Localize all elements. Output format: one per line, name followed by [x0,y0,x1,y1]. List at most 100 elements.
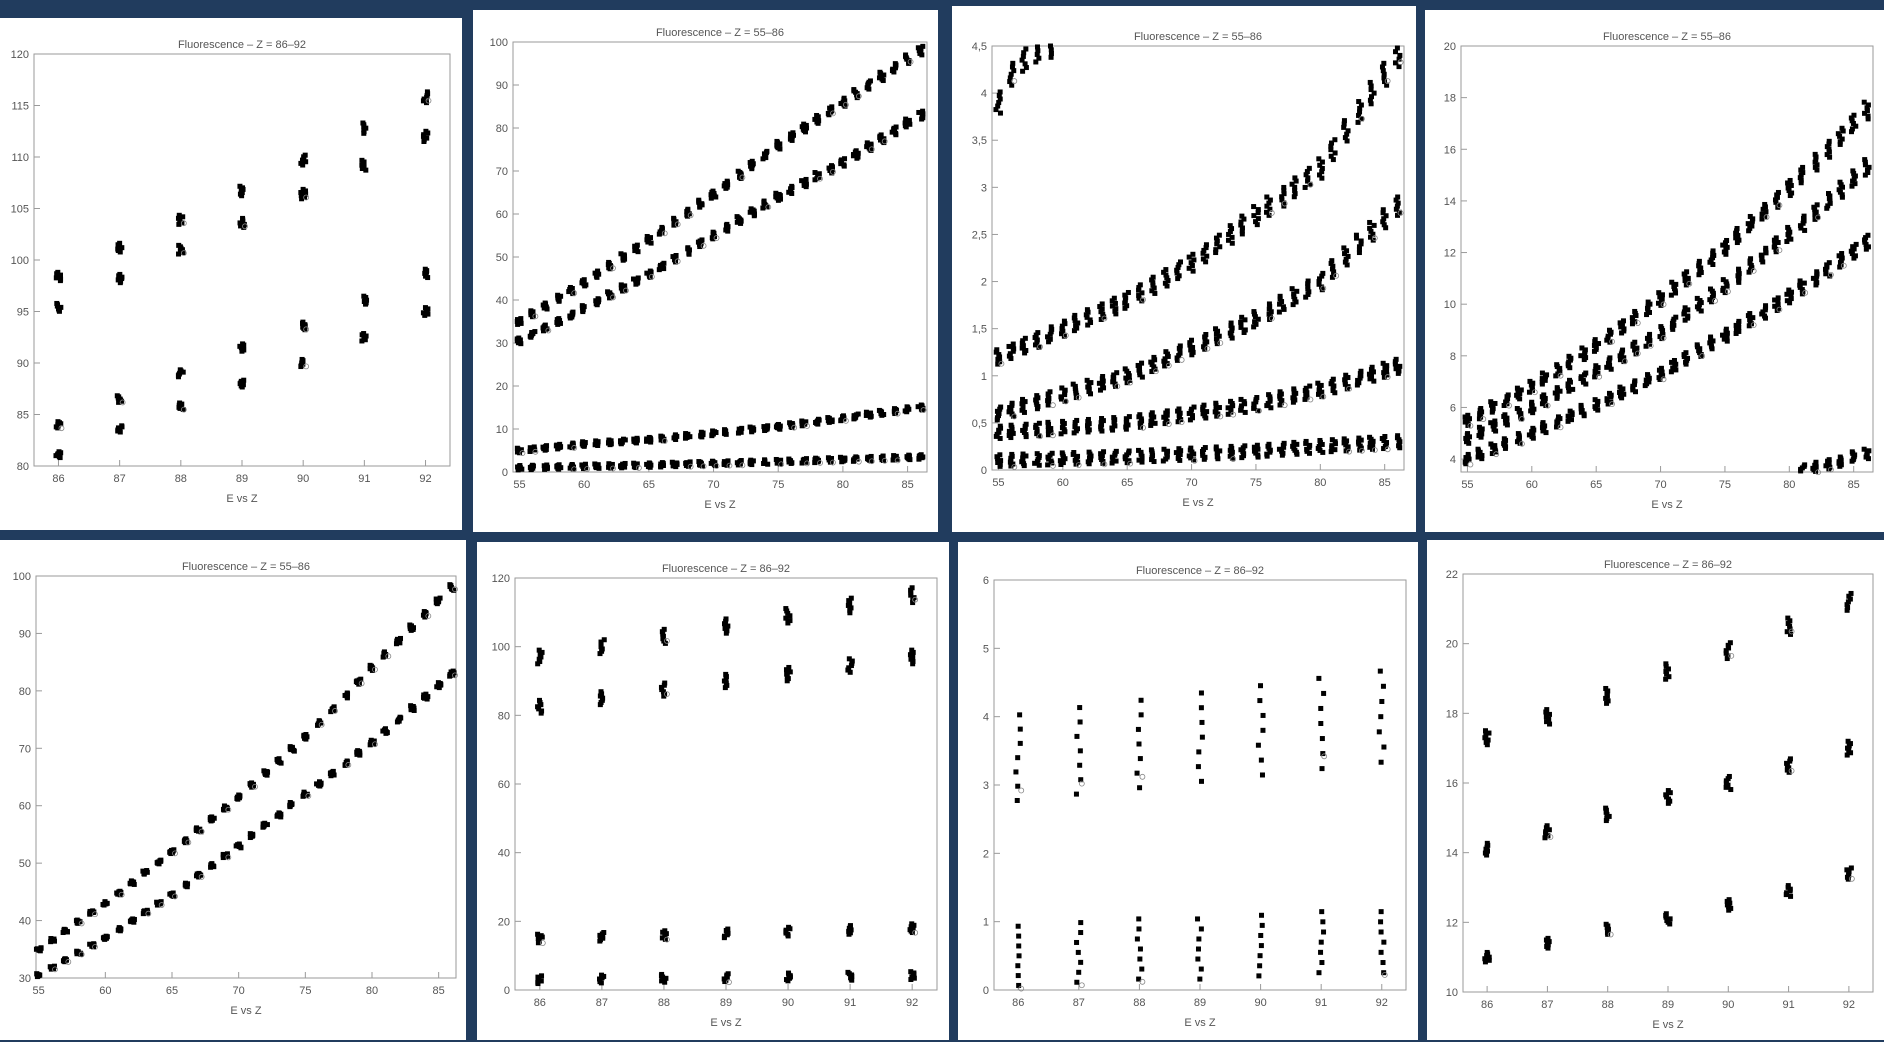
data-point [579,303,585,309]
x-tick-label: 92 [906,997,918,1009]
x-tick-label: 91 [1782,999,1794,1011]
data-point [1196,936,1202,942]
data-point-hollow [1634,320,1641,326]
data-point [1685,275,1691,281]
data-point [1196,749,1202,755]
x-tick-label: 90 [1254,997,1266,1009]
data-point [1163,349,1169,355]
data-point-hollow [1384,78,1391,84]
data-point [1329,437,1335,443]
data-point-hollow [1139,978,1146,985]
data-point [1545,935,1551,941]
data-point [838,157,844,163]
data-point [1384,363,1390,369]
data-point-hollow [1622,358,1628,365]
data-point [1380,219,1386,225]
data-point-hollow [843,101,849,108]
data-point [209,861,215,867]
data-point [658,433,664,439]
data-point [544,326,550,332]
data-point [1281,188,1287,194]
data-point [644,270,650,276]
data-point [1186,453,1192,459]
data-point [518,447,524,453]
data-point [1772,297,1778,303]
y-tick-label: 5 [983,643,989,655]
data-point [220,851,226,857]
data-point [1355,439,1361,445]
data-point [1034,393,1040,399]
data-point [1798,177,1804,183]
data-point [1213,250,1219,256]
data-point [1319,159,1325,165]
data-point-hollow [778,461,785,468]
data-point [1685,355,1691,361]
data-point [56,449,62,455]
data-point-hollow [610,294,616,301]
data-point [1721,336,1727,342]
data-point [1316,156,1322,162]
data-point [1239,228,1245,234]
data-point [892,61,898,67]
y-tick-label: 3 [983,780,989,792]
x-tick-label: 60 [578,479,590,491]
data-point [785,970,791,976]
data-point [316,779,322,785]
data-point [1621,355,1627,361]
scatter-chart-8: Fluorescence – Z = 86–92E vs Z86 87 88 89 90… [1446,559,1874,1031]
data-point [1621,359,1627,365]
data-point [803,176,809,182]
data-point [1200,256,1206,262]
data-point [592,461,598,467]
data-point [669,459,675,465]
data-point [1844,867,1850,873]
data-point [1227,229,1233,235]
data-point-hollow [1519,440,1525,447]
data-point [1852,253,1858,259]
data-point-hollow [687,463,694,470]
data-point [1539,379,1545,385]
data-point [1258,757,1264,763]
data-point [1852,181,1858,187]
data-point-hollow [303,363,310,370]
data-point [247,831,253,837]
data-point [1669,279,1675,285]
data-point [996,92,1002,98]
x-tick-label: 85 [901,479,913,491]
data-point [299,196,305,202]
data-point [1292,296,1298,302]
data-point [1238,222,1244,228]
data-point [1544,823,1550,829]
data-point [1813,459,1819,465]
data-point [1659,292,1665,298]
data-point-hollow [1153,368,1159,375]
data-point [1109,460,1115,466]
data-point [1083,312,1089,318]
data-point [1381,71,1387,77]
data-point [1515,389,1521,395]
data-point [58,304,64,310]
data-point [1021,50,1027,56]
data-point [34,971,40,977]
data-point [829,104,835,110]
data-point [865,454,871,460]
data-point [1045,432,1051,438]
data-point [1368,87,1374,93]
data-point [1216,232,1222,238]
data-point [1542,395,1548,401]
data-point-hollow [78,951,85,958]
data-point-hollow [1815,214,1821,221]
data-point [355,748,361,754]
data-point [1136,295,1142,301]
data-point [1343,372,1349,378]
data-point [1367,434,1373,440]
data-point [1851,170,1857,176]
chart-panel-8: Fluorescence – Z = 86–92 E vs Z 86 87 88 89 90… [1427,540,1884,1040]
data-point [1195,916,1201,922]
data-point [1060,460,1066,466]
data-point [1552,390,1558,396]
data-point [1173,450,1179,456]
data-point-hollow [1217,340,1224,346]
data-point [684,460,690,466]
data-point [1367,440,1373,446]
